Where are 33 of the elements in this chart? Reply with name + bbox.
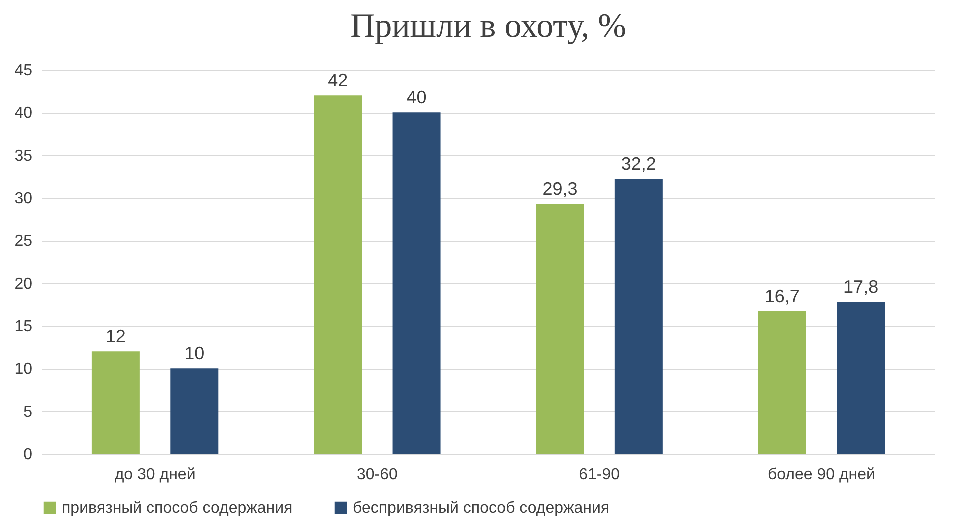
data-label: 16,7 bbox=[764, 286, 800, 306]
y-tick-label: 40 bbox=[14, 105, 33, 122]
x-tick-label: 61-90 bbox=[579, 466, 620, 484]
data-label: 40 bbox=[406, 88, 427, 108]
y-tick-label: 0 bbox=[24, 446, 33, 464]
legend-label: привязный способ содержания bbox=[62, 500, 293, 517]
y-tick-label: 10 bbox=[14, 361, 33, 378]
x-tick-label: более 90 дней bbox=[768, 466, 876, 484]
data-label: 32,2 bbox=[621, 154, 656, 174]
data-label: 10 bbox=[184, 344, 205, 364]
y-tick-label: 35 bbox=[14, 148, 33, 165]
y-tick-label: 25 bbox=[14, 233, 33, 250]
bar bbox=[92, 352, 140, 454]
chart-title: Пришли в охоту, % bbox=[350, 8, 626, 45]
bar bbox=[314, 96, 362, 454]
y-tick-label: 30 bbox=[14, 190, 33, 208]
bar bbox=[614, 179, 663, 454]
bar bbox=[837, 302, 886, 454]
y-tick-label: 15 bbox=[14, 318, 33, 336]
bar bbox=[170, 368, 219, 454]
bar bbox=[758, 311, 806, 454]
y-tick-label: 5 bbox=[24, 404, 33, 421]
data-label: 17,8 bbox=[844, 277, 879, 298]
data-label: 29,3 bbox=[542, 178, 578, 199]
x-tick-label: до 30 дней bbox=[114, 466, 196, 484]
bar bbox=[536, 204, 584, 454]
data-label: 12 bbox=[106, 326, 126, 347]
legend-label: беспривязный способ содержания bbox=[353, 500, 610, 517]
y-tick-label: 20 bbox=[14, 276, 33, 293]
x-tick-label: 30-60 bbox=[356, 466, 398, 484]
y-tick-label: 45 bbox=[14, 62, 33, 80]
data-label: 42 bbox=[328, 70, 348, 91]
bar bbox=[392, 112, 441, 454]
